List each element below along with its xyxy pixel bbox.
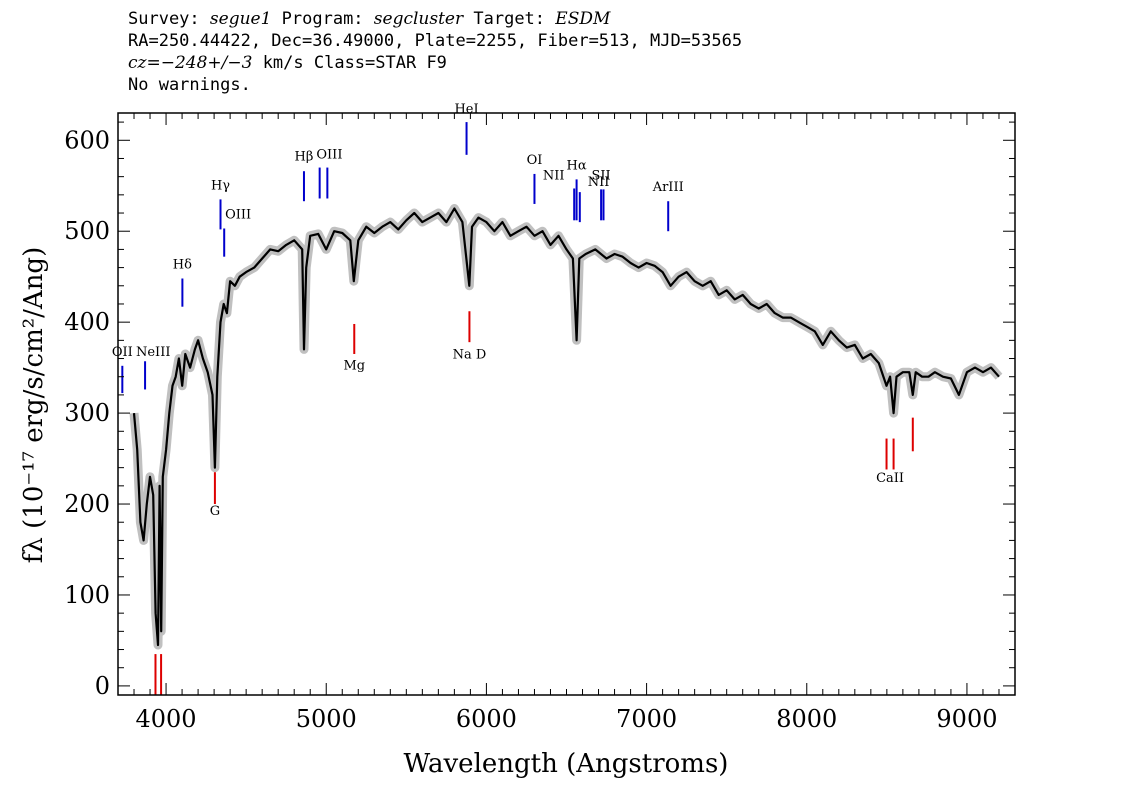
emission-line-label: NeIII [136, 345, 170, 360]
target-label: Target: [473, 9, 546, 29]
class-value: km/s Class=STAR F9 [252, 53, 447, 73]
absorption-line-label: Na D [453, 348, 487, 363]
emission-line-label: SII [592, 168, 611, 183]
program-label: Program: [281, 9, 364, 29]
flux-error-envelope [129, 204, 1003, 650]
emission-line-label: NII [588, 175, 610, 190]
error-band [129, 204, 1003, 650]
emission-line-label: NII [543, 168, 565, 183]
header-line-3: cz=−248+/−3 km/s Class=STAR F9 [128, 52, 742, 74]
x-tick-label: 5000 [296, 705, 357, 733]
x-tick-label: 8000 [776, 705, 837, 733]
header-line-2: RA=250.44422, Dec=36.49000, Plate=2255, … [128, 31, 743, 51]
header-line-1: Survey: segue1 Program: segcluster Targe… [128, 8, 742, 30]
y-tick-label: 300 [64, 399, 110, 427]
y-tick-label: 0 [95, 672, 110, 700]
survey-label: Survey: [128, 9, 200, 29]
program-value: segcluster [373, 9, 464, 29]
absorption-line-label: G [210, 504, 220, 519]
header-line-4: No warnings. [128, 75, 251, 95]
emission-line-label: ArIII [652, 180, 684, 195]
x-axis-label: Wavelength (Angstroms) [404, 749, 729, 779]
spectrum-header: Survey: segue1 Program: segcluster Targe… [128, 8, 742, 96]
absorption-line-label: Mg [343, 358, 365, 373]
redshift-value: cz=−248+/−3 [128, 53, 253, 73]
y-axis-label: fλ (10⁻¹⁷ erg/s/cm²/Ang) [19, 247, 49, 563]
emission-line-label: OIII [316, 147, 342, 162]
survey-value: segue1 [209, 9, 272, 29]
emission-line-label: OIII [225, 207, 251, 222]
flux-line [132, 207, 1000, 647]
y-tick-label: 200 [64, 490, 110, 518]
plot-frame [117, 112, 1016, 696]
emission-line-label: Hβ [295, 149, 314, 164]
absorption-line-label: CaII [876, 471, 904, 486]
emission-line-label: Hα [567, 158, 587, 173]
y-tick-label: 400 [64, 308, 110, 336]
x-tick-label: 6000 [456, 705, 517, 733]
x-tick-label: 7000 [616, 705, 677, 733]
emission-line-label: OII [112, 345, 133, 360]
emission-line-label: OI [527, 153, 543, 168]
x-tick-label: 9000 [936, 705, 997, 733]
x-tick-label: 4000 [136, 705, 197, 733]
emission-line-label: HeI [454, 102, 478, 117]
target-value: ESDM [555, 9, 611, 29]
y-tick-label: 500 [64, 217, 110, 245]
y-tick-label: 100 [64, 581, 110, 609]
emission-line-label: Hγ [211, 178, 230, 193]
emission-line-label: Hδ [173, 258, 192, 273]
plot-axes: 4000 5000 6000 7000 8000 9000 0 100 200 300 400 500… [64, 112, 1016, 733]
y-tick-label: 600 [64, 126, 110, 154]
flux-series [132, 207, 1000, 647]
